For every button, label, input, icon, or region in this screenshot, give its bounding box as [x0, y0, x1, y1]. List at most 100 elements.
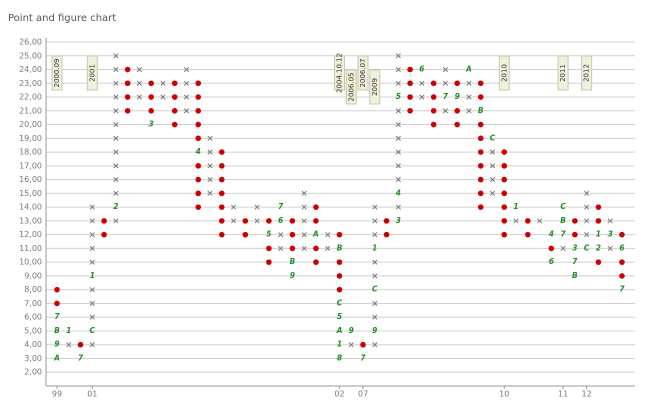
o-box — [266, 259, 272, 265]
o-box — [218, 204, 225, 210]
year-label: 02 — [334, 390, 344, 399]
x-box — [466, 108, 472, 114]
o-box — [501, 218, 508, 224]
note-label: 2010 — [500, 64, 508, 82]
x-stroke — [301, 204, 307, 210]
x-stroke — [372, 259, 378, 265]
month-marker: 1 — [596, 230, 601, 239]
x-stroke — [113, 135, 119, 141]
x-stroke — [442, 108, 448, 114]
x-box — [584, 232, 590, 238]
o-box — [54, 286, 60, 293]
note-box — [345, 69, 357, 105]
month-marker: 1 — [66, 326, 71, 335]
y-tick-label: 14,00 — [19, 203, 42, 212]
x-box — [113, 94, 119, 100]
x-stroke — [372, 342, 378, 348]
month-marker: 7 — [278, 202, 284, 211]
x-stroke — [160, 80, 166, 86]
x-box — [89, 300, 95, 306]
x-box — [89, 232, 95, 238]
x-box — [372, 273, 378, 279]
o-box — [595, 259, 602, 265]
o-box — [218, 163, 225, 169]
o-box — [407, 108, 413, 114]
x-stroke — [419, 80, 425, 86]
o-box — [595, 204, 602, 210]
x-box — [89, 314, 95, 320]
month-marker: 9 — [290, 271, 295, 280]
o-box — [313, 245, 319, 252]
x-box — [607, 218, 613, 224]
month-marker: 3 — [608, 230, 613, 239]
x-stroke — [348, 342, 354, 348]
month-marker: 2 — [596, 243, 601, 252]
x-stroke — [113, 66, 119, 73]
o-box — [548, 245, 555, 252]
x-stroke — [89, 218, 95, 224]
x-stroke — [301, 190, 307, 196]
o-box — [336, 231, 343, 238]
month-marker: 5 — [337, 312, 342, 321]
o-box — [101, 231, 107, 238]
x-stroke — [489, 190, 496, 196]
month-marker: C — [584, 243, 590, 252]
y-tick-label: 7,00 — [24, 299, 42, 308]
o-box — [477, 80, 484, 87]
o-box — [218, 190, 225, 197]
month-marker: 5 — [266, 230, 271, 239]
x-box — [113, 177, 119, 183]
month-marker: B — [337, 243, 343, 252]
x-box — [278, 232, 284, 238]
o-box — [336, 286, 343, 293]
o-box — [477, 94, 484, 100]
x-box — [301, 218, 307, 224]
o-box — [195, 176, 202, 183]
month-marker: B — [54, 326, 60, 335]
month-marker: C — [90, 326, 96, 335]
y-tick-label: 21,00 — [19, 106, 42, 115]
month-marker: A — [312, 230, 319, 239]
o-box — [383, 231, 390, 238]
x-box — [113, 190, 119, 196]
x-box — [301, 204, 307, 210]
x-box — [113, 108, 119, 114]
x-box — [395, 177, 401, 183]
x-stroke — [183, 80, 190, 86]
x-stroke — [113, 190, 119, 196]
x-stroke — [466, 94, 472, 100]
o-box — [289, 231, 296, 238]
x-stroke — [325, 245, 331, 251]
x-box — [395, 108, 401, 114]
x-stroke — [325, 232, 331, 238]
o-box — [148, 108, 154, 114]
x-stroke — [230, 204, 237, 210]
x-box — [489, 149, 496, 155]
x-stroke — [113, 177, 119, 183]
x-stroke — [136, 80, 142, 86]
x-box — [113, 163, 119, 169]
x-box — [254, 218, 260, 224]
x-box — [442, 80, 448, 86]
x-stroke — [372, 204, 378, 210]
o-box — [383, 218, 390, 224]
o-box — [501, 163, 508, 169]
year-label: 10 — [499, 390, 509, 399]
x-box — [395, 53, 401, 59]
month-marker: 1 — [513, 202, 518, 211]
x-box — [183, 108, 190, 114]
month-marker: 4 — [396, 188, 401, 197]
x-box — [584, 218, 590, 224]
note-label: 2006.05 — [347, 73, 355, 102]
x-stroke — [560, 245, 566, 251]
x-stroke — [395, 204, 401, 210]
x-box — [160, 80, 166, 86]
x-stroke — [254, 218, 260, 224]
o-box — [477, 121, 484, 128]
x-box — [607, 245, 613, 251]
x-stroke — [372, 300, 378, 306]
o-box — [242, 231, 249, 238]
o-box — [313, 204, 319, 210]
month-marker: 9 — [455, 92, 460, 101]
month-marker: 3 — [572, 243, 577, 252]
